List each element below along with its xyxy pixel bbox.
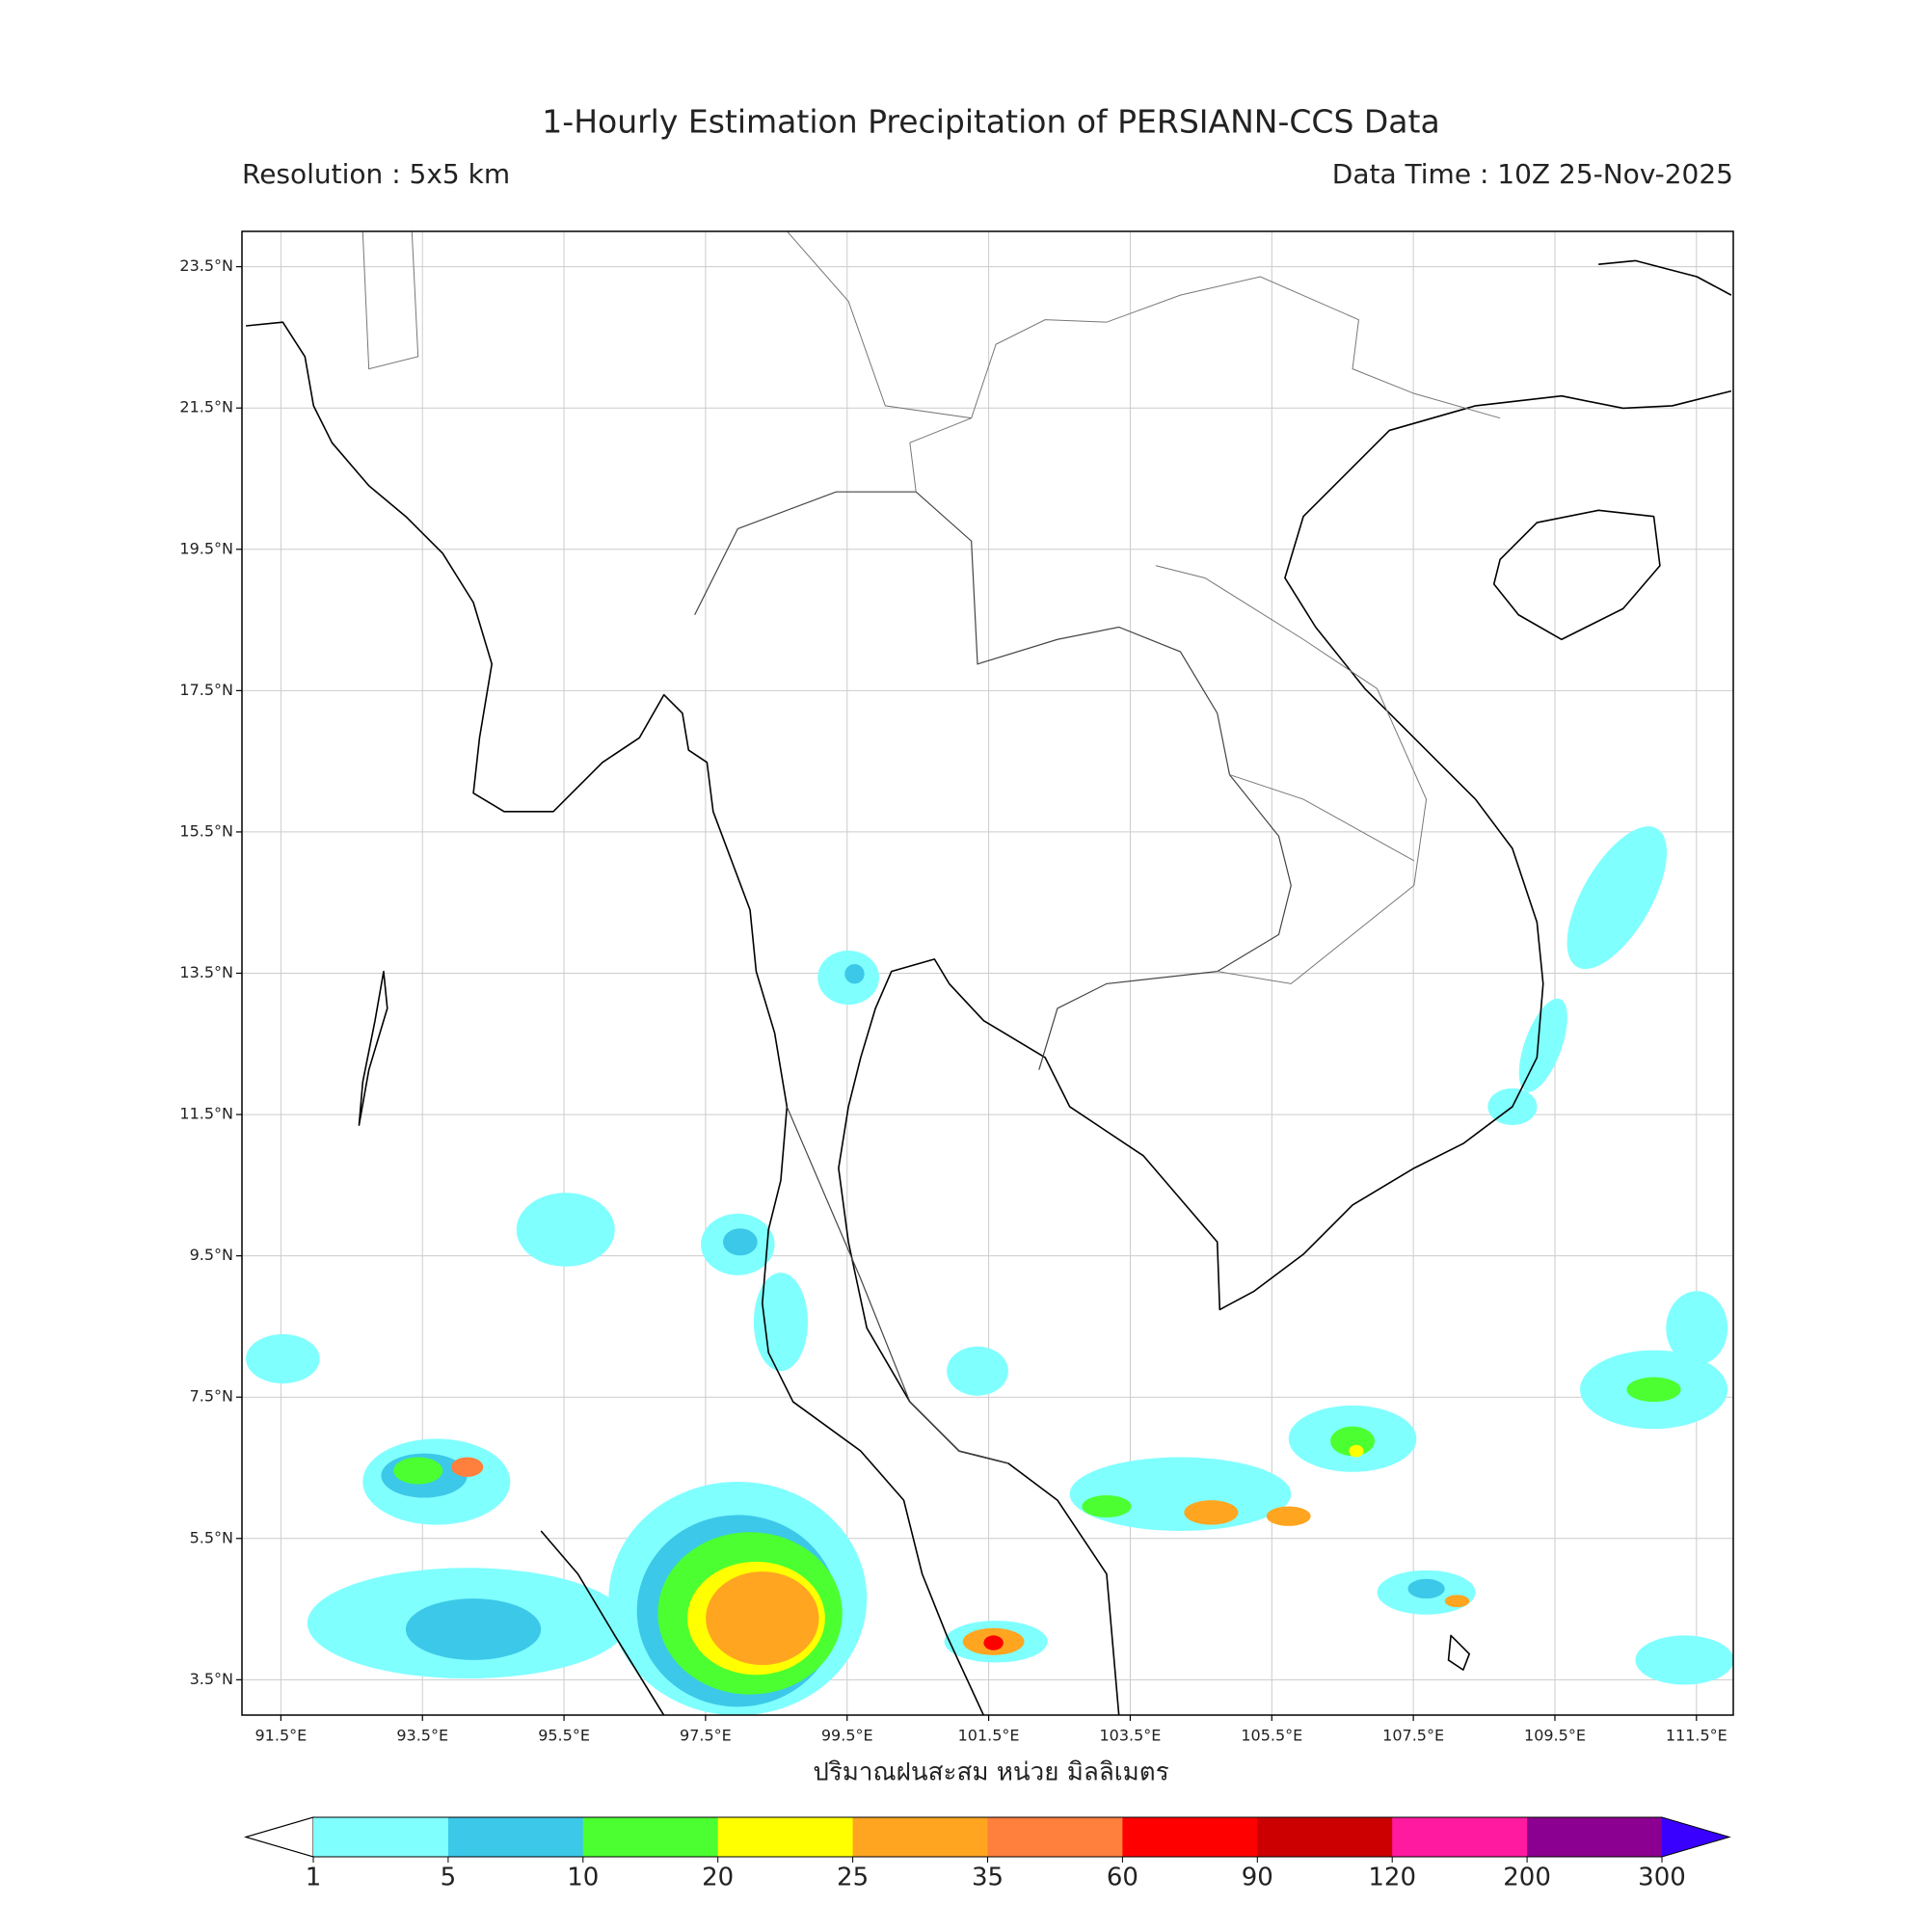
y-tick-label: 3.5°N <box>190 1670 233 1688</box>
rain-area <box>722 1228 758 1256</box>
x-tick-label: 111.5°E <box>1666 1727 1727 1745</box>
rain-area <box>393 1457 443 1485</box>
colorbar-tick-label: 300 <box>1638 1864 1686 1892</box>
grid <box>242 231 1733 1715</box>
y-tick-label: 21.5°N <box>179 398 233 416</box>
colorbar-tick-label: 20 <box>702 1864 734 1892</box>
x-tick-label: 97.5°E <box>680 1727 732 1745</box>
rain-area <box>451 1457 484 1477</box>
rain-area <box>1407 1578 1445 1599</box>
coastline <box>246 322 983 1715</box>
x-tick-label: 107.5°E <box>1382 1727 1444 1745</box>
rain-area <box>1349 1444 1364 1458</box>
colorbar-tick-label: 1 <box>306 1864 322 1892</box>
island <box>359 972 387 1125</box>
x-tick-label: 109.5°E <box>1524 1727 1586 1745</box>
rain-area <box>405 1598 542 1660</box>
rain-area <box>983 1635 1004 1650</box>
x-tick-label: 101.5°E <box>958 1727 1020 1745</box>
x-tick-label: 99.5°E <box>821 1727 873 1745</box>
subtitle-left: Resolution : 5x5 km <box>242 158 510 190</box>
colorbar-box <box>852 1817 988 1857</box>
coastline <box>1598 260 1731 295</box>
x-tick-label: 93.5°E <box>396 1727 448 1745</box>
precipitation <box>246 826 1733 1715</box>
y-tick-label: 9.5°N <box>190 1246 233 1264</box>
rain-area <box>1566 826 1668 970</box>
colorbar-under <box>244 1816 314 1858</box>
x-tick-label: 91.5°E <box>255 1727 308 1745</box>
axes: 91.5°E 93.5°E 95.5°E 97.5°E 99.5°E 101.5°E 103… <box>179 256 1727 1744</box>
y-tick-label: 7.5°N <box>190 1387 233 1406</box>
y-tick-label: 17.5°N <box>179 681 233 699</box>
colorbar-tick-label: 90 <box>1242 1864 1273 1892</box>
rain-area <box>1626 1377 1681 1403</box>
rain-area <box>1666 1291 1728 1365</box>
colorbar-tick-label: 10 <box>567 1864 599 1892</box>
colorbar-box <box>1392 1817 1528 1857</box>
colorbar-over <box>1662 1817 1729 1857</box>
y-tick-label: 5.5°N <box>190 1528 233 1546</box>
island <box>1449 1635 1470 1670</box>
rain-area <box>516 1193 615 1267</box>
colorbar-box <box>987 1817 1123 1857</box>
rain-area <box>1444 1595 1470 1608</box>
colorbar-box <box>313 1817 449 1857</box>
colorbar-box <box>447 1817 584 1857</box>
x-tick-label: 103.5°E <box>1099 1727 1161 1745</box>
colorbar-tick-label: 5 <box>441 1864 457 1892</box>
rain-area <box>246 1333 320 1383</box>
colorbar-tick-label: 35 <box>972 1864 1004 1892</box>
rain-area <box>753 1273 809 1372</box>
colorbar-label: ปริมาณฝนสะสม หน่วย มิลลิเมตร <box>813 1758 1168 1787</box>
island <box>1494 510 1660 639</box>
colorbar-box <box>582 1817 719 1857</box>
colorbar-tick-label: 120 <box>1368 1864 1416 1892</box>
y-tick-label: 13.5°N <box>179 963 233 981</box>
colorbar-box <box>717 1817 854 1857</box>
colorbar-tick-label: 60 <box>1107 1864 1138 1892</box>
colorbar-box <box>1527 1817 1663 1857</box>
colorbar: 1 5 10 20 25 35 60 90 120 200 300 <box>244 1816 1731 1892</box>
x-tick-label: 105.5°E <box>1241 1727 1302 1745</box>
x-tick-label: 95.5°E <box>538 1727 590 1745</box>
y-tick-label: 23.5°N <box>179 256 233 275</box>
country-border <box>362 231 1500 984</box>
island <box>541 1531 664 1715</box>
subtitle-right: Data Time : 10Z 25-Nov-2025 <box>1332 158 1733 190</box>
rain-area <box>1266 1506 1311 1526</box>
rain-area <box>1082 1495 1132 1517</box>
rain-area <box>1518 998 1567 1092</box>
colorbar-box <box>1122 1817 1258 1857</box>
y-tick-label: 19.5°N <box>179 539 233 557</box>
colorbar-tick-label: 25 <box>837 1864 869 1892</box>
y-tick-label: 11.5°N <box>179 1105 233 1123</box>
chart-title: 1-Hourly Estimation Precipitation of PER… <box>542 103 1439 141</box>
colorbar-tick-label: 200 <box>1503 1864 1551 1892</box>
rain-area <box>844 963 865 984</box>
map-base <box>246 231 1731 1716</box>
rain-area <box>706 1571 819 1666</box>
y-tick-label: 15.5°N <box>179 821 233 840</box>
thailand-border <box>695 492 1292 1463</box>
rain-area <box>1635 1635 1733 1685</box>
rain-area <box>1069 1457 1292 1531</box>
colorbar-box <box>1257 1817 1393 1857</box>
rain-area <box>1330 1426 1376 1457</box>
rain-area <box>947 1346 1008 1396</box>
rain-area <box>1184 1500 1239 1525</box>
coastline <box>839 391 1731 1716</box>
